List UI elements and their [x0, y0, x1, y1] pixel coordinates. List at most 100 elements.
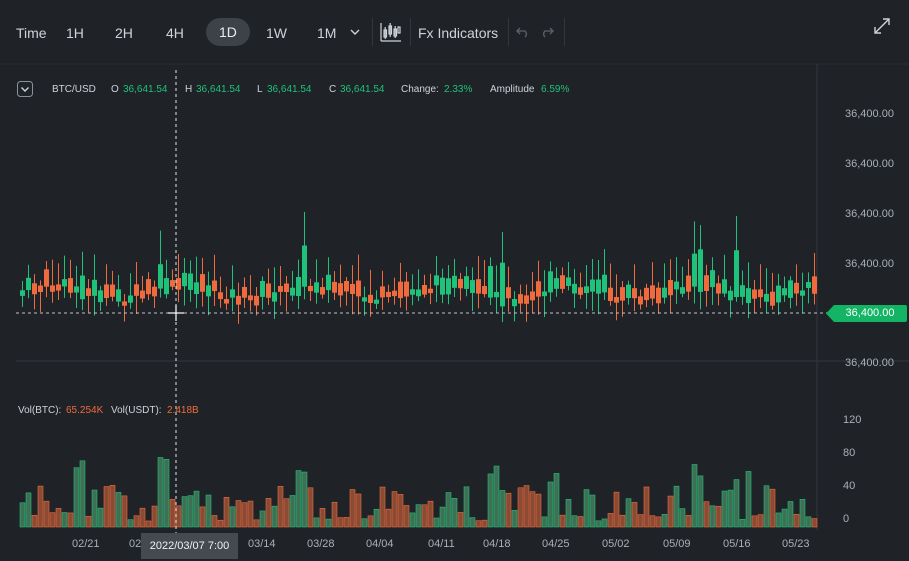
interval-1h[interactable]: 1H [66, 25, 84, 41]
amplitude-value: 6.59% [541, 84, 570, 95]
candle-body [662, 287, 667, 298]
expand-icon[interactable] [872, 16, 892, 36]
volume-bar [487, 473, 494, 528]
indicators-button[interactable]: Fx Indicators [418, 25, 499, 41]
candle-body [422, 285, 427, 295]
undo-icon[interactable] [516, 26, 530, 38]
volume-bar [103, 486, 110, 528]
candle-body [158, 264, 163, 289]
volume-bar [277, 485, 284, 528]
volume-bar [583, 489, 590, 528]
candle-body [728, 290, 733, 301]
volume-bar [721, 490, 728, 528]
open-value: 36,641.54 [123, 84, 168, 95]
candle-body [212, 280, 217, 292]
candle-body [776, 285, 781, 303]
interval-4h[interactable]: 4H [166, 25, 184, 41]
volume-bar [739, 519, 746, 528]
candle-body [428, 288, 433, 294]
candle-body [188, 273, 193, 290]
volume-bar [391, 491, 398, 528]
candle-body [200, 274, 205, 292]
interval-1m[interactable]: 1M [317, 25, 337, 41]
volume-bar [745, 471, 752, 528]
candlestick-chart-icon[interactable] [380, 21, 402, 43]
volume-bar [757, 514, 764, 528]
candle-body [176, 278, 181, 290]
volume-bar [763, 485, 770, 528]
volume-bar [415, 504, 422, 528]
volume-bar [691, 464, 698, 528]
candle-body [20, 290, 25, 296]
volume-bar [283, 498, 290, 528]
date-tick: 04/11 [428, 538, 455, 550]
candle-body [650, 285, 655, 299]
candle-body [254, 295, 259, 306]
candle-body [788, 280, 793, 298]
volume-bar [271, 505, 278, 528]
candle-body [308, 285, 313, 292]
interval-2h[interactable]: 2H [115, 25, 133, 41]
candle-body [86, 288, 91, 296]
interval-1d[interactable]: 1D [206, 18, 250, 46]
volume-bar [67, 512, 74, 528]
volume-bar [499, 490, 506, 528]
volume-bar [385, 508, 392, 528]
candle-body [470, 280, 475, 293]
volume-bar [727, 489, 734, 528]
candle-body [146, 279, 151, 295]
volume-bar [247, 500, 254, 528]
volume-bar [799, 499, 806, 528]
candle-body [518, 294, 523, 304]
collapse-toggle-icon[interactable] [17, 81, 34, 98]
candle-body [482, 285, 487, 295]
volume-bar [121, 495, 128, 528]
volume-bar [553, 473, 560, 528]
volume-bar [445, 492, 452, 528]
low-value: 36,641.54 [267, 84, 312, 95]
price-tick: 36,400.00 [845, 108, 894, 120]
high-value: 36,641.54 [196, 84, 241, 95]
candle-body [434, 275, 439, 286]
candle-body [506, 287, 511, 299]
volume-bar [49, 512, 56, 528]
high-label: H [185, 84, 193, 95]
volume-bar [379, 486, 386, 528]
candle-body [590, 279, 595, 292]
volume-bar [43, 500, 50, 528]
volume-bar [433, 517, 440, 528]
candle-body [632, 288, 637, 299]
candle-body [566, 277, 571, 286]
crosshair-icon [168, 305, 184, 321]
candle-body [110, 284, 115, 297]
candle-body [530, 291, 535, 301]
volume-bar [559, 514, 566, 528]
chevron-down-icon[interactable] [350, 28, 360, 36]
candle-body [38, 285, 43, 292]
volume-tick: 80 [843, 447, 856, 459]
volume-bar [427, 500, 434, 528]
volume-bar [253, 519, 260, 528]
candle-body [734, 250, 739, 298]
volume-bar [781, 508, 788, 528]
date-tick: 05/23 [782, 538, 810, 550]
volume-bar [337, 517, 344, 528]
volume-bar [331, 501, 338, 528]
candle-body [62, 279, 67, 287]
volume-bar [451, 498, 458, 528]
candle-body [152, 286, 157, 297]
volume-bar [769, 488, 776, 528]
candle-body [722, 279, 727, 294]
volume-bar [79, 460, 86, 528]
volume-bar [475, 520, 482, 528]
candle-body [392, 290, 397, 297]
candle-body [164, 278, 169, 295]
symbol-label: BTC/USD [52, 84, 96, 95]
candle-body [290, 287, 295, 296]
volume-bar [529, 491, 536, 528]
redo-icon[interactable] [540, 26, 554, 38]
current-price-tag: 36,400.00 [833, 305, 907, 322]
interval-1w[interactable]: 1W [266, 25, 287, 41]
volume-bar [715, 505, 722, 528]
